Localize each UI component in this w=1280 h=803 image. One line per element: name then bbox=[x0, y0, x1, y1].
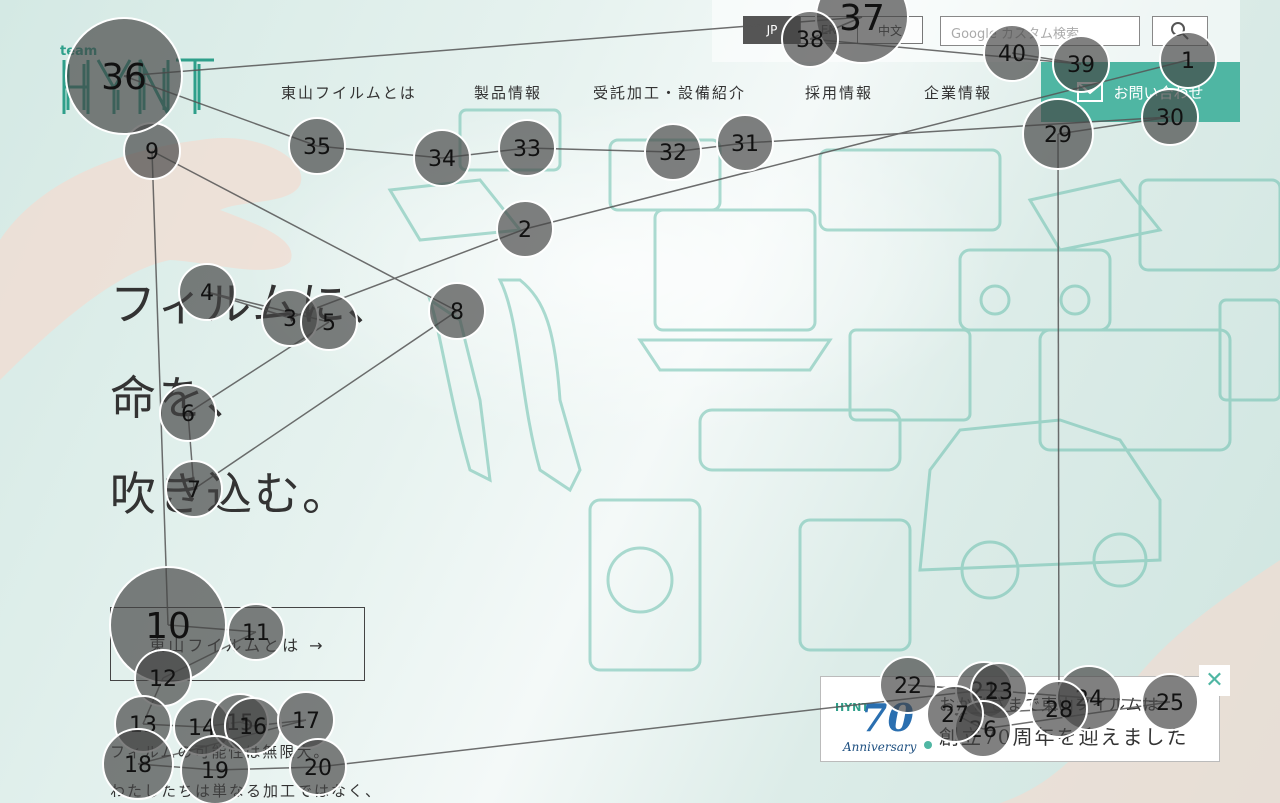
nav-item-recruit[interactable]: 採用情報 bbox=[805, 84, 874, 102]
site-logo[interactable]: team bbox=[58, 42, 218, 122]
intro-text-line-2: わたしたちは単なる加工ではなく、 bbox=[110, 782, 383, 800]
close-icon: ✕ bbox=[1205, 668, 1224, 693]
hynt-logo-mark: team bbox=[60, 44, 214, 115]
nav-item-company[interactable]: 企業情報 bbox=[924, 84, 993, 102]
nav-item-processing[interactable]: 受託加工・設備紹介 bbox=[593, 84, 747, 102]
search-icon bbox=[1171, 22, 1189, 40]
anniversary-logo: HYNT 70 Anniversary bbox=[835, 695, 932, 754]
contact-button[interactable]: お問い合わせ bbox=[1041, 62, 1240, 122]
search-input[interactable]: Google カスタム検索 bbox=[940, 16, 1140, 46]
search-button[interactable] bbox=[1152, 16, 1208, 46]
nav-item-products[interactable]: 製品情報 bbox=[474, 84, 543, 102]
mail-icon bbox=[1077, 82, 1104, 102]
logo-small-text: team bbox=[60, 44, 97, 59]
banner-number: 70 bbox=[861, 695, 914, 740]
hero-line-3: 吹き込む。 bbox=[110, 467, 350, 521]
nav-item-about[interactable]: 東山フイルムとは bbox=[281, 84, 417, 102]
banner-line-1: おかげさまで東山フイルムは bbox=[939, 695, 1160, 714]
banner-close-button[interactable]: ✕ bbox=[1199, 665, 1230, 696]
contact-label: お問い合わせ bbox=[1113, 83, 1204, 102]
lang-jp-button[interactable]: JP bbox=[743, 16, 801, 44]
banner-anniversary: Anniversary bbox=[842, 740, 917, 754]
lang-zh-button[interactable]: 中文 bbox=[857, 16, 923, 44]
banner-line-2: 創立70周年を迎えました bbox=[939, 725, 1189, 749]
anniversary-banner[interactable]: HYNT 70 Anniversary おかげさまで東山フイルムは 創立70周年… bbox=[820, 676, 1220, 762]
about-button[interactable]: 東山フイルムとは → bbox=[110, 607, 365, 681]
hero-line-1: フィルムに、 bbox=[110, 277, 395, 331]
lang-en-button[interactable]: EN bbox=[800, 16, 858, 44]
intro-text-line-1: フィルムの可能性は無限大。 bbox=[110, 743, 331, 761]
hero-line-2: 命を、 bbox=[110, 371, 254, 425]
